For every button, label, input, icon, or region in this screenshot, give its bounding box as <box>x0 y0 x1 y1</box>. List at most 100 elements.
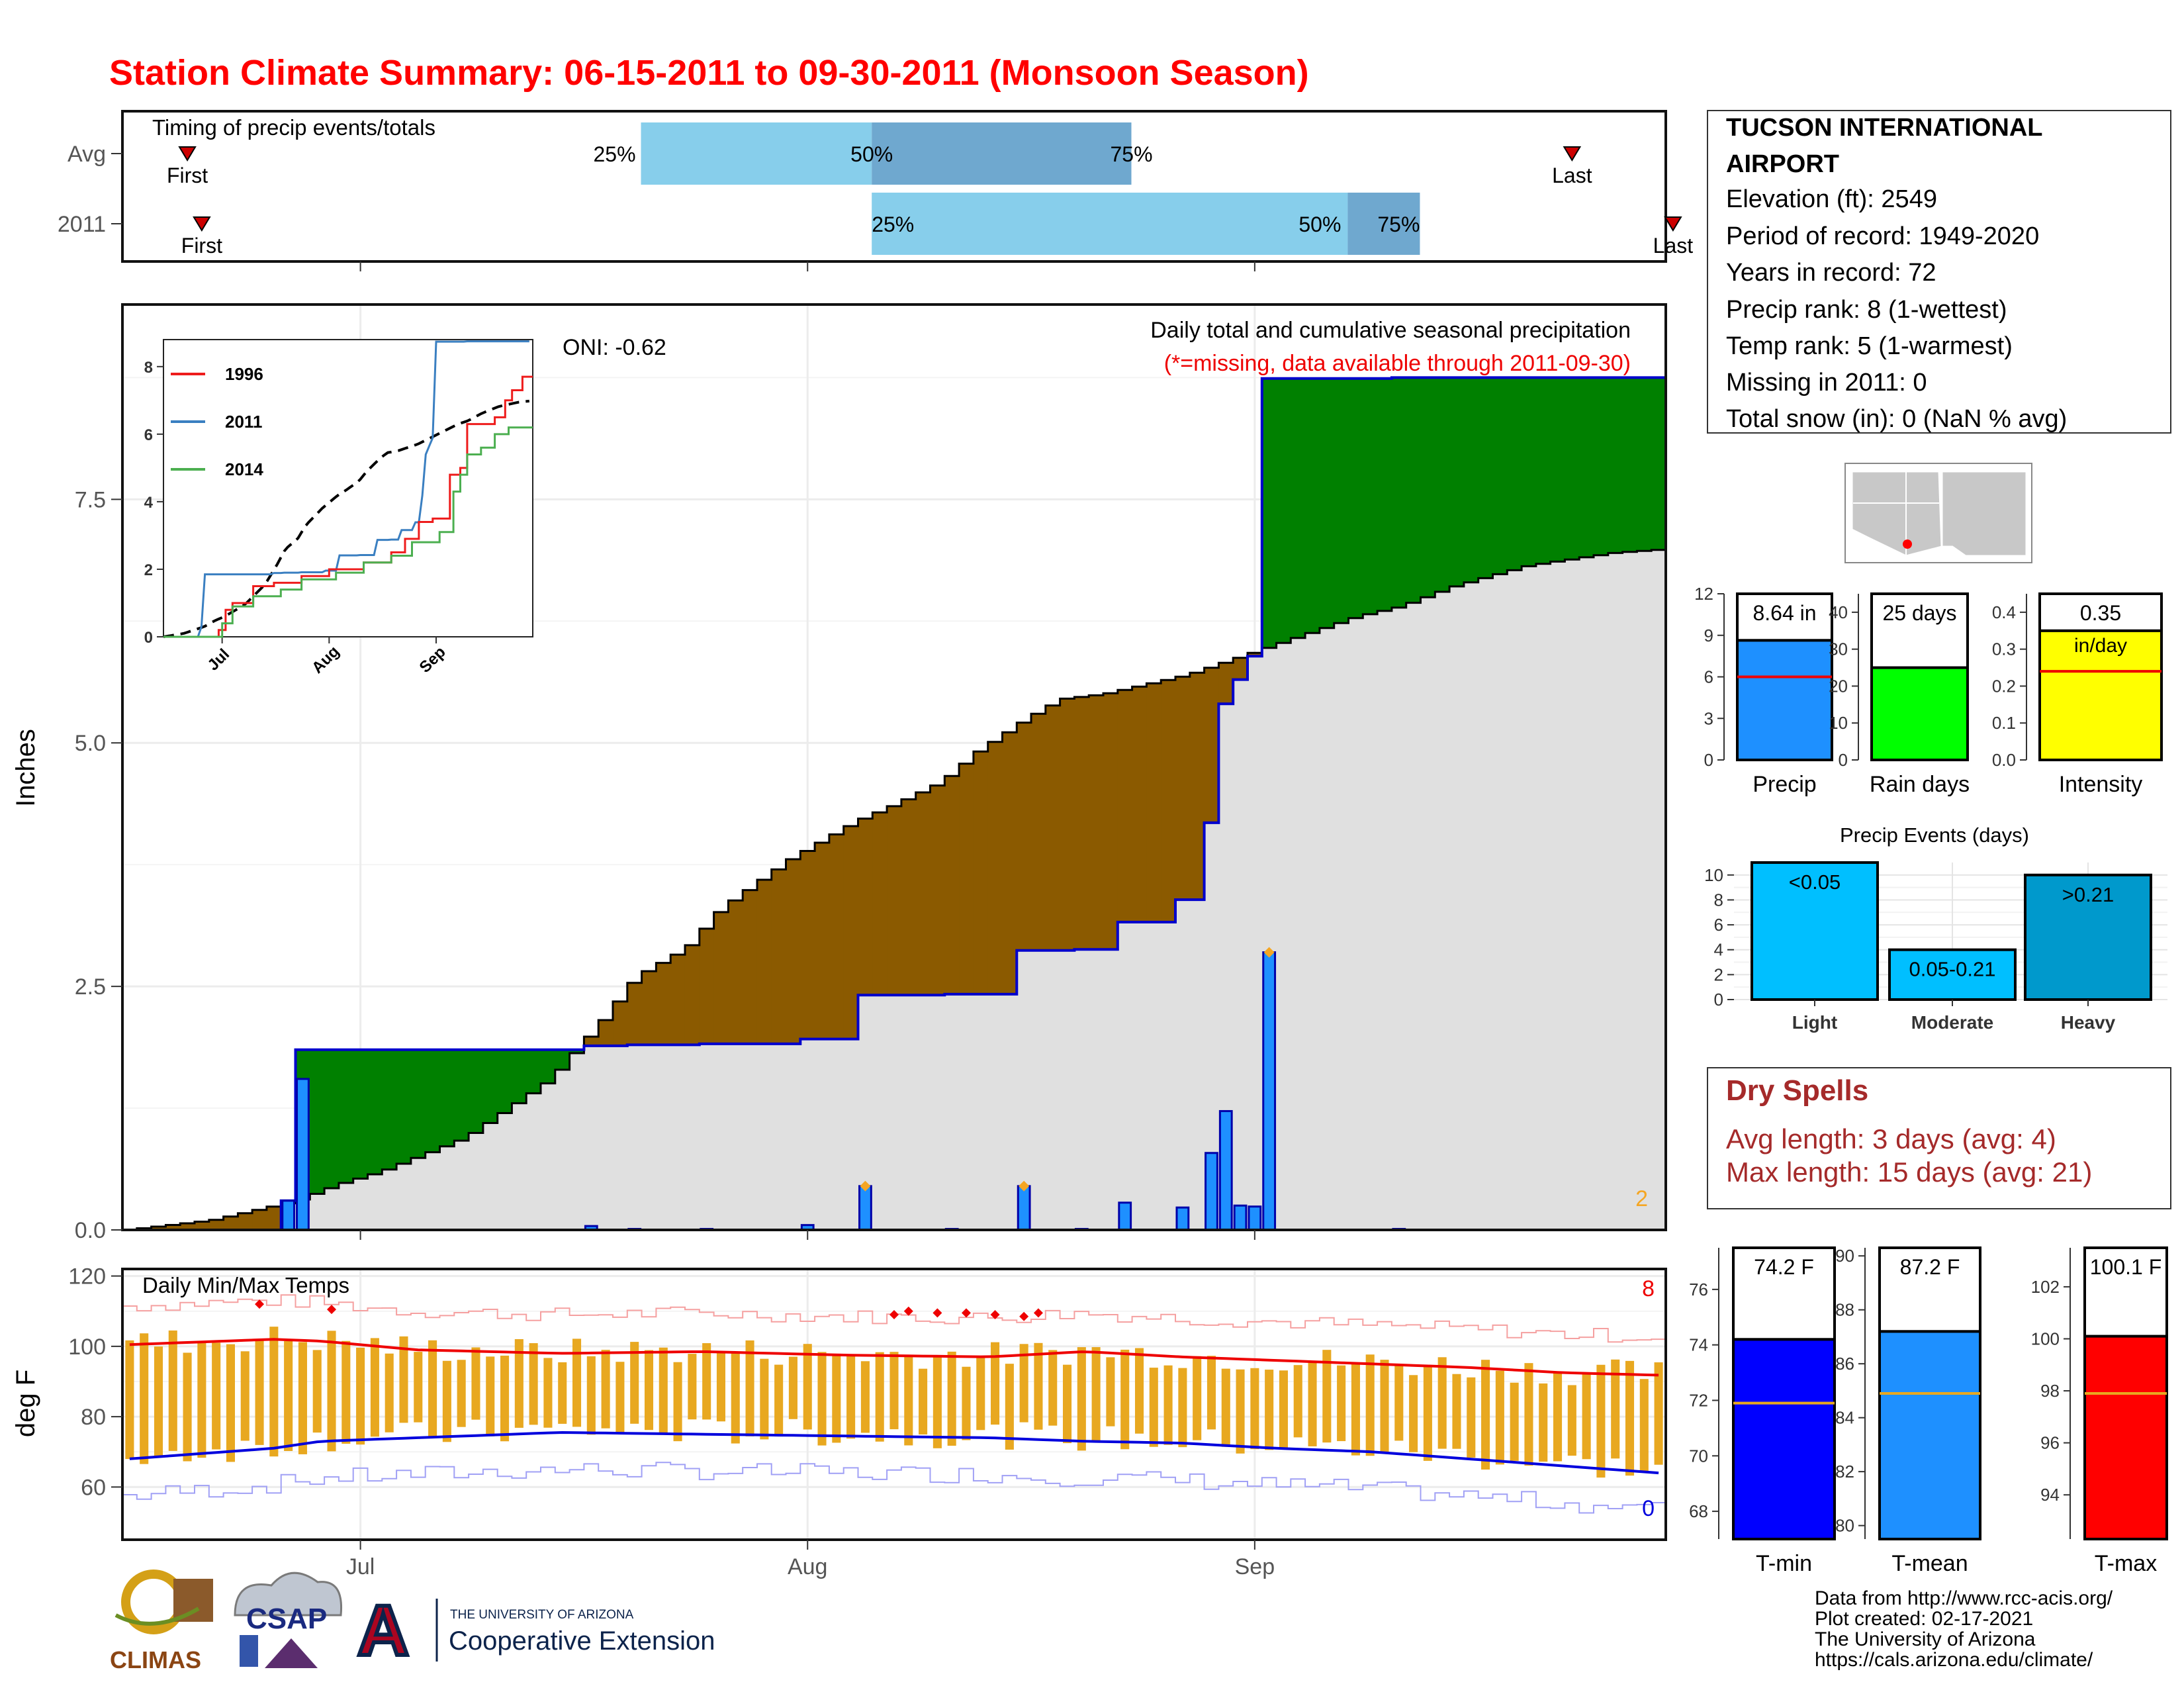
avg-fill-step <box>1017 950 1032 1230</box>
daily-temp-bar <box>370 1338 379 1437</box>
avg-fill-step <box>482 1123 498 1230</box>
events-category-label: Heavy <box>2061 1012 2116 1033</box>
surplus-fill-step <box>1608 377 1623 553</box>
timing-label: Timing of precip events/totals <box>152 115 435 140</box>
surplus-fill-step <box>1319 378 1335 628</box>
daily-temp-bar <box>212 1342 221 1450</box>
record-temp-marker <box>903 1306 913 1316</box>
temp-bar-ytick-label: 72 <box>1689 1390 1708 1410</box>
daily-temp-bar <box>500 1355 510 1442</box>
daily-temp-bar <box>731 1352 740 1444</box>
main-ytick-label: 0.0 <box>75 1218 106 1243</box>
deficit-fill-step <box>151 1227 167 1230</box>
daily-precip-bar <box>858 1185 872 1231</box>
university-of-arizona-logo: A THE UNIVERSITY OF ARIZONA Cooperative … <box>355 1588 715 1672</box>
mini-value-bar <box>2038 629 2163 761</box>
avg-fill-step <box>1535 563 1551 1230</box>
events-bar <box>1751 861 1879 1001</box>
daily-temp-bar <box>659 1347 668 1434</box>
daily-temp-bar <box>1265 1370 1274 1450</box>
surplus-fill-step <box>1594 377 1609 555</box>
avg-fill-step <box>367 1174 383 1230</box>
deficit-fill-step <box>684 945 700 1045</box>
surplus-fill-step <box>1406 377 1422 603</box>
avg-fill-step <box>338 1183 354 1230</box>
daily-temp-bar <box>529 1343 538 1425</box>
deficit-fill-step <box>1017 722 1032 951</box>
avg-fill-step <box>497 1113 513 1230</box>
daily-temp-bar <box>543 1358 553 1428</box>
avg-fill-step <box>1507 570 1522 1230</box>
daily-temp-bar <box>399 1336 408 1423</box>
temp-bar-ytick-label: 70 <box>1689 1446 1708 1466</box>
deficit-fill-step <box>728 900 743 1044</box>
surplus-fill-step <box>497 1049 513 1113</box>
daily-temp-bar <box>428 1340 437 1437</box>
avg-fill-step <box>872 995 887 1230</box>
surplus-fill-step <box>569 1049 585 1054</box>
daily-temp-bar <box>1193 1356 1202 1440</box>
daily-temp-bar <box>1582 1374 1591 1460</box>
mini-ytick-label: 0.1 <box>1992 713 2016 733</box>
avg-fill-step <box>1189 900 1205 1230</box>
avg-fill-step <box>1276 643 1292 1230</box>
record-daily-marker <box>1019 1180 1030 1192</box>
avg-fill-step <box>1492 574 1508 1230</box>
daily-temp-bar <box>240 1351 250 1441</box>
csap-logo-text: CSAP <box>246 1603 327 1635</box>
inset-ytick-label: 0 <box>144 629 153 647</box>
main-note-1: Daily total and cumulative seasonal prec… <box>1150 318 1631 343</box>
inset-ytick-label: 2 <box>144 561 153 579</box>
daily-temp-bar <box>1062 1364 1072 1444</box>
avg-fill-step <box>973 994 989 1230</box>
deficit-fill-step <box>252 1209 267 1230</box>
station-period: Period of record: 1949-2020 <box>1726 222 2039 250</box>
surplus-fill-step <box>555 1049 570 1070</box>
temp-label-box <box>1732 1246 1836 1341</box>
avg-fill-step <box>901 995 917 1230</box>
daily-temp-bar <box>1409 1375 1418 1452</box>
surplus-fill-step <box>310 1049 325 1194</box>
avg-fill-step <box>815 1039 830 1230</box>
avg-fill-step <box>1406 602 1422 1230</box>
daily-temp-bar <box>1005 1364 1014 1450</box>
temp-bar-ytick-label: 100 <box>2031 1329 2060 1349</box>
deficit-fill-step <box>699 928 715 1044</box>
credit-line-3: The University of Arizona <box>1815 1628 2036 1650</box>
avg-fill-step <box>410 1158 426 1230</box>
record-temp-marker <box>889 1310 899 1320</box>
avg-fill-step <box>439 1146 455 1230</box>
timing-first-label: First <box>167 164 208 187</box>
dry-spells-box <box>1707 1067 2171 1209</box>
daily-temp-bar <box>226 1344 235 1462</box>
events-bar <box>1888 948 2017 1002</box>
avg-fill-step <box>1146 921 1161 1230</box>
daily-temp-bar <box>875 1352 884 1442</box>
deficit-fill-step <box>1233 657 1248 680</box>
avg-fill-step <box>1522 566 1537 1230</box>
mini-ytick-label: 9 <box>1704 626 1713 645</box>
daily-temp-bar <box>1524 1363 1533 1466</box>
avg-fill-step <box>959 994 974 1230</box>
timing-p50-label: 50% <box>1298 212 1341 236</box>
surplus-fill-step <box>1507 377 1522 571</box>
record-temp-marker <box>1033 1308 1043 1318</box>
daily-temp-bar <box>1308 1361 1317 1446</box>
avg-fill-step <box>512 1103 527 1230</box>
deficit-fill-step <box>180 1223 195 1230</box>
daily-temp-bar <box>269 1327 279 1457</box>
daily-temp-bar <box>760 1358 769 1440</box>
deficit-fill-step <box>915 792 931 996</box>
mini-ytick-label: 0.4 <box>1992 602 2016 622</box>
daily-temp-bar <box>1048 1350 1058 1426</box>
surplus-fill-step <box>1420 377 1436 598</box>
avg-fill-step <box>1622 551 1638 1230</box>
deficit-fill-step <box>1189 673 1205 900</box>
temp-bar-ytick-label: 80 <box>1835 1516 1854 1536</box>
avg-fill-step <box>1089 949 1104 1230</box>
daily-temp-bar <box>1106 1357 1115 1427</box>
deficit-fill-step <box>1045 705 1061 951</box>
daily-precip-bar <box>1205 1152 1218 1231</box>
surplus-fill-step <box>1651 377 1666 550</box>
